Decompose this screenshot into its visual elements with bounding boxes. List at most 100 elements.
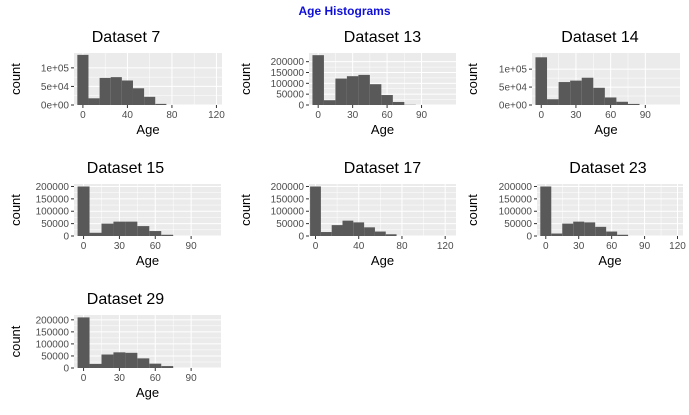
chart-4-bar xyxy=(161,234,174,236)
chart-5-bar xyxy=(353,222,365,236)
chart-5-xtick-label: 40 xyxy=(353,241,365,252)
chart-6-xtick-label: 0 xyxy=(543,241,549,252)
chart-5-ytick-label: 150000 xyxy=(271,194,305,205)
chart-6-bar xyxy=(573,221,585,236)
chart-1-xtick-label: 120 xyxy=(208,110,225,121)
chart-2-bar xyxy=(369,84,382,105)
chart-6-bar xyxy=(584,222,596,236)
chart-3-ylabel: count xyxy=(465,63,480,95)
chart-2-xtick-label: 60 xyxy=(382,110,394,121)
chart-6-xtick-label: 30 xyxy=(573,241,585,252)
chart-5-title: Dataset 17 xyxy=(344,160,421,177)
chart-1-bar xyxy=(99,77,111,105)
chart-3-bar xyxy=(570,80,582,105)
chart-7-bar xyxy=(113,352,126,368)
chart-4-ytick-label: 100000 xyxy=(36,207,70,218)
chart-3-xtick-label: 90 xyxy=(640,110,652,121)
chart-6-ytick-label: 50000 xyxy=(504,219,532,230)
chart-4-bar xyxy=(125,221,138,236)
chart-6-ylabel: count xyxy=(465,194,480,226)
chart-4-bar xyxy=(149,231,162,236)
chart-3-bar xyxy=(627,103,640,105)
chart-6-xtick-label: 90 xyxy=(639,241,651,252)
chart-7-xtick-label: 60 xyxy=(150,373,162,384)
chart-5-bar xyxy=(374,231,386,236)
chart-7-ytick-label: 50000 xyxy=(41,351,69,362)
chart-3-bar xyxy=(581,77,594,105)
chart-1-bar xyxy=(155,103,167,105)
chart-2-ytick-label: 100000 xyxy=(271,79,305,90)
chart-5-panel xyxy=(309,184,456,236)
main-title: Age Histograms xyxy=(298,4,391,18)
chart-4-xtick-label: 30 xyxy=(114,241,126,252)
chart-5-ytick-label: 0 xyxy=(298,232,304,243)
chart-3-bar xyxy=(547,99,559,105)
chart-2-bar xyxy=(381,95,393,105)
chart-1-title: Dataset 7 xyxy=(92,29,161,46)
chart-1-bar xyxy=(77,54,89,105)
chart-5-bar xyxy=(331,225,343,236)
chart-4-ytick-label: 150000 xyxy=(36,194,70,205)
chart-1-ytick-label: 0e+00 xyxy=(41,101,70,112)
chart-2-xtick-label: 30 xyxy=(347,110,359,121)
chart-2-ytick-label: 200000 xyxy=(271,57,305,68)
chart-2-bar xyxy=(335,78,347,105)
chart-6-ytick-label: 100000 xyxy=(499,207,533,218)
chart-2-ytick-label: 0 xyxy=(298,101,304,112)
chart-2-title: Dataset 13 xyxy=(344,29,421,46)
chart-7-bar xyxy=(77,317,90,368)
chart-3-bar xyxy=(558,82,571,105)
chart-6-bar xyxy=(551,233,563,236)
chart-4-ytick-label: 50000 xyxy=(41,219,69,230)
chart-3-ytick-label: 5e+04 xyxy=(499,83,528,94)
chart-5-bar xyxy=(385,234,397,236)
chart-6-ytick-label: 0 xyxy=(526,232,532,243)
chart-3-bar xyxy=(616,101,628,105)
chart-7-xlabel: Age xyxy=(136,385,159,400)
chart-3-panel xyxy=(532,53,680,105)
chart-2-ytick-label: 150000 xyxy=(271,68,305,79)
chart-2-ylabel: count xyxy=(238,63,253,95)
chart-1-ylabel: count xyxy=(8,63,23,95)
chart-4-xtick-label: 60 xyxy=(150,241,162,252)
chart-5-ytick-label: 50000 xyxy=(276,219,304,230)
chart-5-bar xyxy=(310,186,321,236)
chart-6-bar xyxy=(617,234,629,236)
chart-4-xlabel: Age xyxy=(136,253,159,268)
chart-7-xtick-label: 30 xyxy=(114,373,126,384)
chart-5-ytick-label: 100000 xyxy=(271,207,305,218)
chart-5-bar xyxy=(320,232,332,236)
chart-1-bar xyxy=(132,88,145,105)
chart-6-xlabel: Age xyxy=(598,253,621,268)
chart-7-bar xyxy=(161,366,174,368)
chart-3-xlabel: Age xyxy=(594,122,617,137)
chart-2-xtick-label: 90 xyxy=(416,110,428,121)
chart-1-xtick-label: 40 xyxy=(122,110,134,121)
chart-6-ytick-label: 150000 xyxy=(499,194,533,205)
chart-4-bar xyxy=(101,223,114,236)
chart-7-title: Dataset 29 xyxy=(87,291,164,308)
chart-4-ylabel: count xyxy=(8,194,23,226)
chart-3-xtick-label: 30 xyxy=(570,110,582,121)
chart-7-ytick-label: 150000 xyxy=(36,327,70,338)
chart-2-ytick-label: 50000 xyxy=(276,90,304,101)
chart-1-bar xyxy=(121,80,133,105)
chart-3-bar xyxy=(535,57,548,105)
chart-3-ytick-label: 0e+00 xyxy=(499,101,528,112)
chart-2-xtick-label: 0 xyxy=(315,110,321,121)
chart-3-title: Dataset 14 xyxy=(561,29,638,46)
chart-1-ytick-label: 5e+04 xyxy=(41,82,70,93)
chart-5-ytick-label: 200000 xyxy=(271,182,305,193)
chart-6-ytick-label: 200000 xyxy=(499,182,533,193)
chart-4-ytick-label: 200000 xyxy=(36,182,70,193)
chart-4-bar xyxy=(89,232,102,236)
chart-7-xtick-label: 0 xyxy=(81,373,87,384)
chart-6-bar xyxy=(540,186,552,236)
chart-5-xtick-label: 120 xyxy=(437,241,454,252)
chart-7-ytick-label: 100000 xyxy=(36,339,70,350)
chart-7-xtick-label: 90 xyxy=(186,373,198,384)
chart-4-bar xyxy=(137,226,150,236)
chart-4-bar xyxy=(113,221,126,236)
chart-7-bar xyxy=(149,363,162,368)
chart-3-xtick-label: 60 xyxy=(605,110,617,121)
